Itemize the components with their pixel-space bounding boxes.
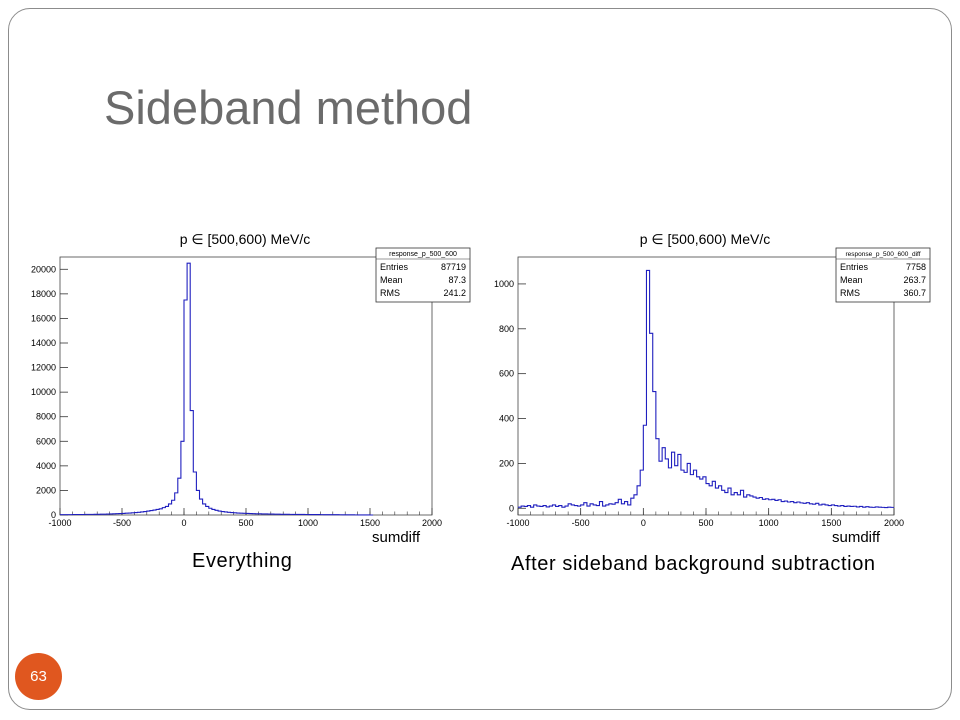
- right-xtick-label: -1000: [506, 518, 529, 528]
- left-ytick-label: 20000: [31, 264, 56, 274]
- right-xtick-label: -500: [572, 518, 590, 528]
- right-xlabel: sumdiff: [832, 529, 881, 546]
- left-ytick-label: 10000: [31, 387, 56, 397]
- left-chart-title: p ∈ [500,600) MeV/c: [180, 231, 310, 247]
- left-xtick-label: 2000: [422, 518, 442, 528]
- right-axis-ticks: -1000 -500 0 500 1000 1500 2000 0 200 400 600 800 10…: [494, 279, 904, 528]
- left-axis-ticks: -1000 -500 0 500 1000 1500 2000020004000600080…: [31, 264, 442, 528]
- left-ytick-label: 14000: [31, 338, 56, 348]
- right-stats-label-1: Mean: [840, 275, 863, 285]
- left-xtick-label: 1000: [298, 518, 318, 528]
- left-xlabel: sumdiff: [372, 529, 421, 546]
- left-xtick-label: -1000: [48, 518, 71, 528]
- left-ytick-label: 8000: [36, 412, 56, 422]
- left-stats-label-0: Entries: [380, 262, 409, 272]
- slide-title: Sideband method: [104, 81, 473, 134]
- left-stats-name: response_p_500_600: [389, 251, 457, 258]
- right-ytick-label: 0: [509, 503, 514, 513]
- page-number-badge: 63: [15, 653, 62, 700]
- left-stats-value-1: 87.3: [448, 275, 466, 285]
- left-stats-value-2: 241.2: [443, 288, 466, 298]
- left-histogram-line: [60, 262, 374, 516]
- caption-after-subtraction: After sideband background subtraction: [511, 553, 876, 575]
- right-ytick-label: 1000: [494, 279, 514, 289]
- right-ytick-label: 200: [499, 458, 514, 468]
- right-stats-label-2: RMS: [840, 288, 860, 298]
- right-stats-value-2: 360.7: [903, 288, 926, 298]
- right-xtick-label: 1500: [821, 518, 841, 528]
- right-histogram: [518, 269, 894, 509]
- left-ytick-label: 6000: [36, 436, 56, 446]
- left-ytick-label: 0: [51, 510, 56, 520]
- right-ytick-label: 400: [499, 414, 514, 424]
- left-stats-label-1: Mean: [380, 275, 403, 285]
- right-chart-title: p ∈ [500,600) MeV/c: [640, 231, 770, 247]
- right-stats-box: response_p_500_600_diff Entries 7758 Mea…: [835, 247, 931, 303]
- left-xtick-label: 1500: [360, 518, 380, 528]
- right-stats-value-0: 7758: [906, 262, 926, 272]
- right-xtick-label: 0: [641, 518, 646, 528]
- left-ytick-label: 2000: [36, 485, 56, 495]
- left-histogram: [60, 262, 374, 516]
- left-xtick-label: 0: [181, 518, 186, 528]
- left-ytick-label: 16000: [31, 313, 56, 323]
- caption-everything: Everything: [192, 550, 293, 572]
- left-ytick-label: 18000: [31, 289, 56, 299]
- left-xtick-label: -500: [113, 518, 131, 528]
- right-xtick-label: 1000: [759, 518, 779, 528]
- right-histogram-line: [518, 269, 894, 509]
- right-ytick-label: 600: [499, 369, 514, 379]
- right-ytick-label: 800: [499, 324, 514, 334]
- left-xtick-label: 500: [238, 518, 253, 528]
- left-ytick-label: 4000: [36, 461, 56, 471]
- left-stats-box: response_p_500_600 Entries 87719 Mean 87…: [375, 247, 471, 303]
- right-xtick-label: 500: [698, 518, 713, 528]
- right-stats-value-1: 263.7: [903, 275, 926, 285]
- left-stats-value-0: 87719: [441, 262, 466, 272]
- right-xtick-label: 2000: [884, 518, 904, 528]
- right-stats-label-0: Entries: [840, 262, 869, 272]
- right-stats-name: response_p_500_600_diff: [845, 251, 920, 258]
- left-ytick-label: 12000: [31, 363, 56, 373]
- slide-frame: [8, 8, 952, 710]
- left-stats-label-2: RMS: [380, 288, 400, 298]
